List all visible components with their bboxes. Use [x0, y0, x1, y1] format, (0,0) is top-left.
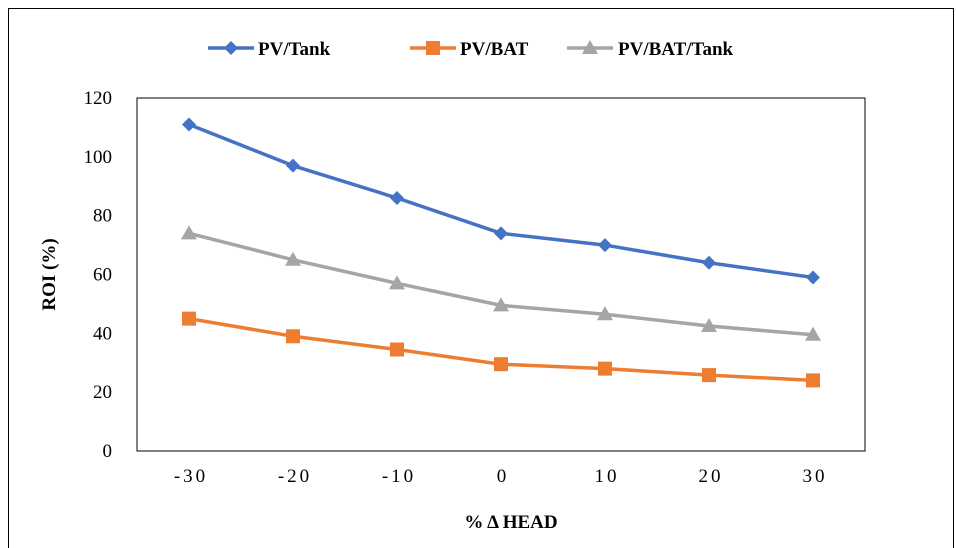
- data-point: [806, 373, 820, 388]
- y-axis-ticks: 0 20 40 60 80 100 120: [84, 88, 113, 462]
- legend-marker: [426, 41, 440, 55]
- data-point: [286, 329, 300, 344]
- data-point: [182, 117, 196, 132]
- data-point: [702, 368, 716, 383]
- x-axis-title: % Δ HEAD: [464, 512, 557, 533]
- data-point: [182, 311, 196, 326]
- y-tick-label: 120: [84, 88, 113, 109]
- data-point: [390, 342, 404, 357]
- data-point: [598, 361, 612, 376]
- y-tick-label: 0: [103, 441, 113, 462]
- x-tick-label: 10: [595, 466, 620, 487]
- y-axis-title: ROI (%): [39, 238, 60, 310]
- x-axis-ticks: -30 -20 -10 0 10 20 30: [174, 466, 828, 487]
- x-tick-label: -20: [278, 466, 312, 487]
- data-point: [806, 270, 820, 285]
- data-point: [805, 326, 821, 341]
- y-tick-label: 100: [84, 147, 113, 168]
- y-tick-label: 60: [93, 265, 112, 286]
- y-tick-label: 20: [93, 382, 112, 403]
- x-tick-label: 0: [497, 466, 510, 487]
- legend-item: PV/Tank: [208, 39, 331, 60]
- legend-label: PV/BAT/Tank: [618, 39, 734, 60]
- data-point: [390, 191, 404, 206]
- data-point: [285, 251, 301, 266]
- plot-area: [136, 97, 866, 452]
- data-point: [181, 225, 197, 240]
- data-point: [286, 158, 300, 173]
- data-point: [702, 255, 716, 270]
- y-tick-label: 80: [93, 206, 112, 227]
- x-tick-label: 30: [803, 466, 828, 487]
- chart-frame: [8, 8, 954, 548]
- series-line: [188, 122, 814, 280]
- x-tick-label: 20: [699, 466, 724, 487]
- data-point: [494, 226, 508, 241]
- data-point: [598, 238, 612, 253]
- legend-item: PV/BAT: [410, 39, 529, 60]
- data-point: [701, 317, 717, 332]
- legend-item: PV/BAT/Tank: [567, 39, 734, 60]
- legend-marker: [582, 40, 598, 54]
- series-pv-bat: [182, 311, 820, 388]
- series-layer: [181, 117, 821, 388]
- data-point: [597, 306, 613, 321]
- series-pv-tank: [182, 117, 820, 285]
- series-pv-bat-tank: [181, 225, 821, 341]
- x-tick-label: -30: [174, 466, 208, 487]
- series-line: [188, 231, 814, 337]
- data-point: [494, 357, 508, 372]
- data-point: [389, 275, 405, 290]
- data-point: [493, 297, 509, 312]
- legend-label: PV/BAT: [460, 39, 529, 60]
- legend-marker: [224, 41, 238, 55]
- y-tick-label: 40: [93, 323, 112, 344]
- x-tick-label: -10: [382, 466, 416, 487]
- legend-label: PV/Tank: [258, 39, 331, 60]
- legend: PV/Tank PV/BAT PV/BAT/Tank: [208, 39, 734, 60]
